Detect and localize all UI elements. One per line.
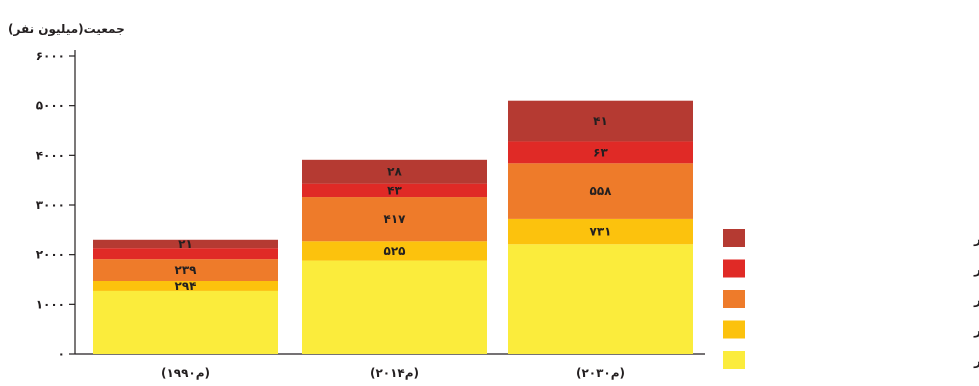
legend-label: کلان شهرها با بیش از ۱۰میلیون نفر bbox=[973, 231, 979, 246]
y-axis-label: جمعیت(میلیون نفر) bbox=[8, 22, 125, 37]
bar-segment bbox=[508, 163, 693, 219]
bar-segment bbox=[508, 141, 693, 164]
data-label: ۴۱ bbox=[593, 114, 608, 128]
data-label: ۷۳۱ bbox=[590, 225, 612, 239]
data-label: ۵۵۸ bbox=[590, 184, 613, 198]
data-label: ۴۱۷ bbox=[384, 212, 407, 226]
y-tick-label: ۰ bbox=[58, 347, 65, 361]
x-tick-label: (۱۹۹۰م) bbox=[161, 366, 210, 381]
legend-swatch bbox=[723, 259, 745, 278]
legend-swatch bbox=[723, 290, 745, 308]
data-label: ۶۳ bbox=[593, 145, 608, 159]
data-label: ۲۹۴ bbox=[175, 279, 197, 293]
legend-swatch bbox=[723, 229, 745, 247]
bar-segment bbox=[93, 239, 278, 249]
legend-swatch bbox=[723, 320, 745, 339]
bar-segment bbox=[508, 244, 693, 354]
bar-segment bbox=[302, 241, 487, 261]
y-tick-label: ۴۰۰۰ bbox=[36, 148, 65, 162]
y-tick-label: ۵۰۰۰ bbox=[36, 99, 65, 113]
bar-segment bbox=[93, 248, 278, 260]
y-tick-label: ۶۰۰۰ bbox=[36, 49, 65, 63]
bar-segment bbox=[302, 260, 487, 354]
data-label: ۵۲۵ bbox=[384, 244, 406, 258]
data-label: ۲۳۹ bbox=[175, 263, 198, 277]
bar-segment bbox=[302, 197, 487, 242]
legend-label: شهرهای متوسط ۱تا ۵میلیون نفر bbox=[973, 292, 979, 307]
data-label: ۴۳ bbox=[387, 183, 402, 197]
legend-swatch bbox=[723, 351, 745, 369]
y-tick-label: ۱۰۰۰ bbox=[36, 297, 65, 311]
bar-segment bbox=[508, 100, 693, 142]
bar-segment bbox=[302, 159, 487, 184]
bar-segment bbox=[93, 259, 278, 281]
y-tick-label: ۲۰۰۰ bbox=[36, 248, 65, 262]
bar-segment bbox=[93, 290, 278, 354]
legend-label: شهرهای ۵۰۰هزار تا ۱میلیون نفر bbox=[973, 323, 979, 338]
y-tick-label: ۳۰۰۰ bbox=[36, 198, 65, 212]
bars bbox=[93, 100, 693, 354]
legend: کلان شهرها با بیش از ۱۰میلیون نفر شهرهای … bbox=[723, 229, 979, 369]
bar-segment bbox=[93, 280, 278, 291]
data-label: ۲۸ bbox=[387, 165, 402, 179]
data-label: ۲۱ bbox=[178, 237, 193, 251]
legend-label: شهرهای بزرگ ۵تا ۱۰میلیون نفر bbox=[973, 261, 979, 277]
x-tick-label: (۲۰۱۴م) bbox=[370, 366, 419, 381]
bar-segment bbox=[508, 218, 693, 245]
bar-segment bbox=[302, 183, 487, 198]
legend-label: نواحی شهری کمتر از ۵۰۰ هزار نفر bbox=[973, 353, 979, 368]
x-tick-label: (۲۰۳۰م) bbox=[576, 366, 625, 381]
data-labels: ۲۹۴ ۲۳۹ ۲۱ ۵۲۵ ۴۱۷ ۴۳ ۲۸ ۷۳۱ ۵۵۸ ۶۳ ۴۱ bbox=[175, 114, 613, 293]
